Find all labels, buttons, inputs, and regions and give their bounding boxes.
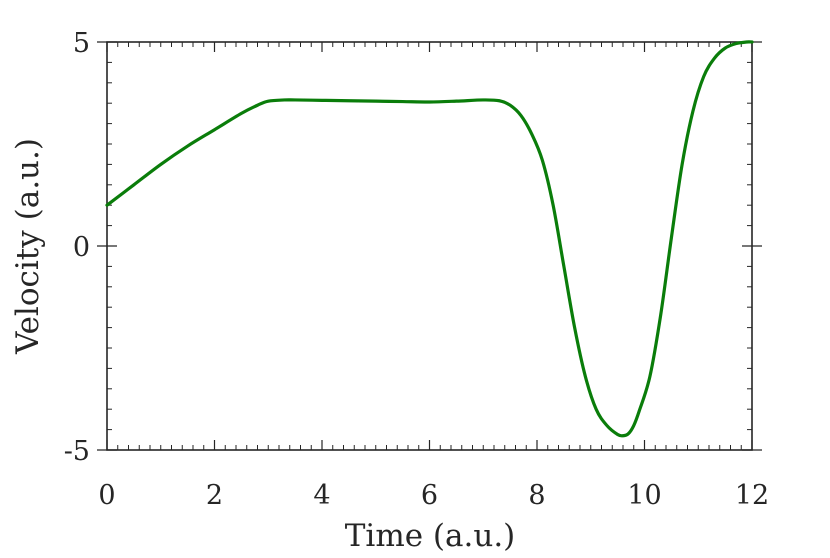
series-line (105, 40, 754, 438)
x-tick-label: 0 (98, 480, 115, 511)
y-tick-label: -5 (64, 436, 90, 467)
y-tick-label: 0 (73, 232, 90, 263)
y-tick-labels: -5 0 5 (64, 28, 90, 467)
minor-ticks (107, 42, 752, 450)
x-tick-label: 10 (627, 480, 661, 511)
x-tick-label: 8 (528, 480, 545, 511)
x-tick-label: 6 (421, 480, 438, 511)
x-tick-label: 2 (206, 480, 223, 511)
y-tick-label: 5 (73, 28, 90, 59)
series-layer (105, 40, 754, 438)
y-axis-label: Velocity (a.u.) (10, 138, 46, 355)
x-tick-labels: 0 2 4 6 8 10 12 (98, 480, 769, 511)
x-axis-label: Time (a.u.) (345, 518, 516, 554)
x-tick-label: 12 (735, 480, 769, 511)
x-tick-label: 4 (313, 480, 330, 511)
